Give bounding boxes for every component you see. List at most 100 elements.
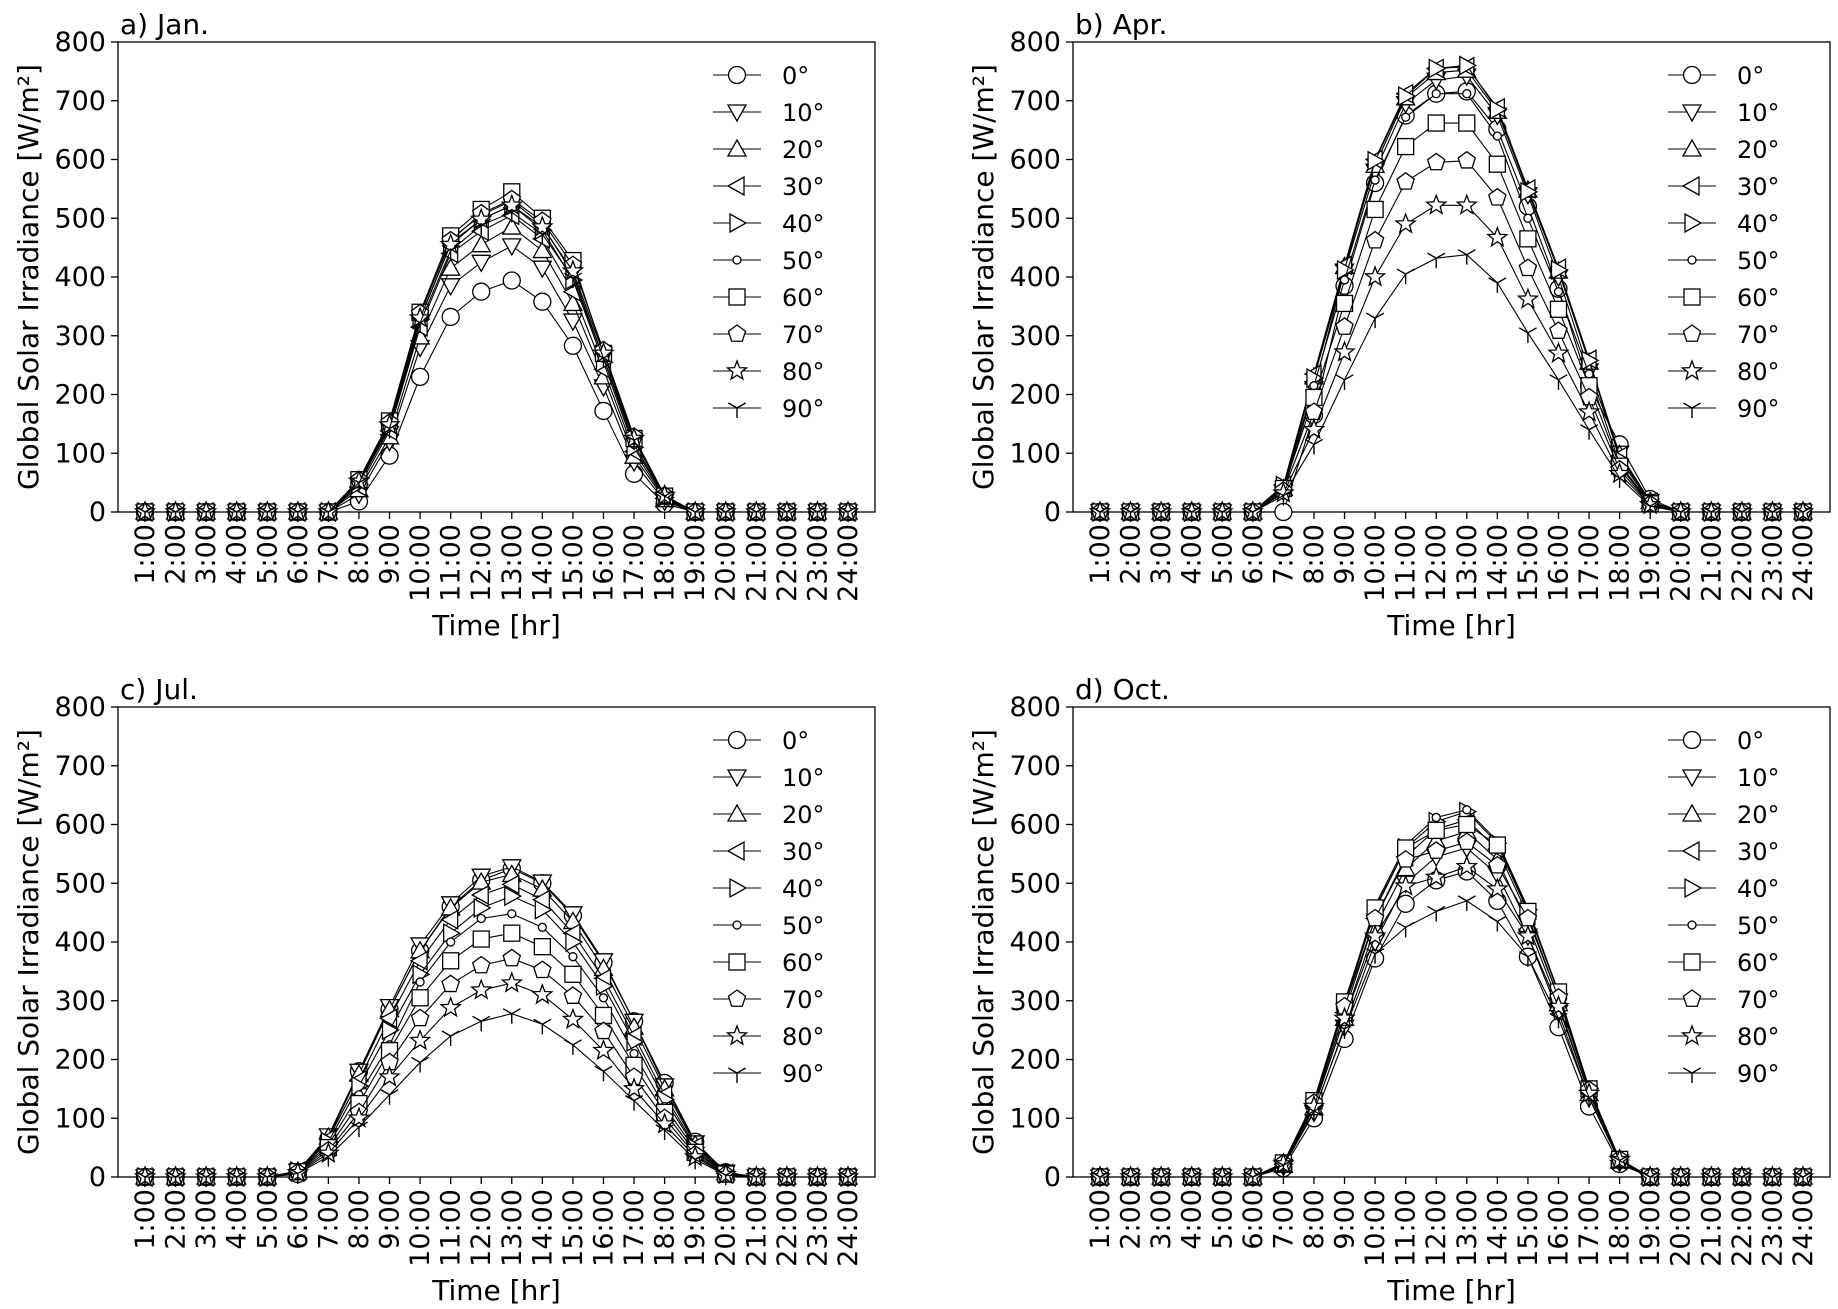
data-point bbox=[411, 1056, 430, 1073]
legend-marker bbox=[1682, 402, 1702, 418]
data-point bbox=[564, 965, 582, 983]
x-tick-label: 4:00 bbox=[222, 524, 253, 585]
series-line bbox=[145, 867, 848, 1178]
data-point bbox=[1396, 849, 1415, 868]
legend-marker bbox=[727, 402, 747, 418]
series-line bbox=[145, 866, 848, 1178]
x-tick-label: 11:00 bbox=[1391, 524, 1422, 602]
x-tick-label: 17:00 bbox=[1574, 1189, 1605, 1267]
legend-marker bbox=[1682, 989, 1702, 1007]
data-point bbox=[349, 1121, 369, 1138]
x-tick-label: 15:00 bbox=[558, 524, 589, 602]
data-point bbox=[472, 282, 491, 301]
data-point bbox=[469, 207, 493, 230]
data-point bbox=[1367, 150, 1386, 171]
panel-jan: a) Jan. 0 100 200 300 400 500 600 700 800 1:00 2:00… bbox=[12, 8, 876, 642]
data-point bbox=[1302, 417, 1326, 440]
data-point bbox=[1274, 489, 1293, 506]
legend-label: 90° bbox=[782, 395, 825, 423]
x-tick-label: 24:00 bbox=[1788, 524, 1819, 602]
y-tick-label: 0 bbox=[1044, 497, 1061, 528]
data-point bbox=[440, 257, 461, 276]
x-tick-label: 18:00 bbox=[650, 1189, 681, 1267]
data-point bbox=[441, 244, 460, 261]
y-tick-label: 0 bbox=[89, 497, 106, 528]
y-tick-label: 500 bbox=[1009, 868, 1061, 899]
x-tick-label: 24:00 bbox=[833, 524, 864, 602]
x-tick-label: 17:00 bbox=[1574, 524, 1605, 602]
data-point bbox=[1121, 506, 1140, 522]
series-line bbox=[1100, 870, 1803, 1178]
x-tick-label: 15:00 bbox=[1513, 1189, 1544, 1267]
data-point bbox=[502, 948, 522, 967]
data-point bbox=[1763, 506, 1782, 522]
data-point bbox=[1579, 424, 1599, 440]
legend-label: 0° bbox=[782, 727, 809, 755]
series-60deg bbox=[136, 183, 857, 521]
x-tick-label: 5:00 bbox=[1207, 1189, 1238, 1250]
x-tick-label: 12:00 bbox=[1421, 524, 1452, 602]
series-line bbox=[145, 191, 848, 513]
data-point bbox=[653, 1112, 676, 1134]
x-tick-label: 14:00 bbox=[527, 1189, 558, 1267]
data-point bbox=[686, 1153, 705, 1170]
data-point bbox=[1488, 855, 1507, 874]
x-tick-label: 3:00 bbox=[191, 1189, 222, 1250]
series-90deg bbox=[135, 1008, 858, 1187]
data-point bbox=[500, 193, 524, 215]
data-point bbox=[594, 1021, 613, 1040]
x-tick-label: 9:00 bbox=[1330, 524, 1361, 585]
data-point bbox=[1579, 1092, 1599, 1108]
data-point bbox=[1516, 287, 1540, 309]
data-point bbox=[1243, 1171, 1262, 1187]
x-tick-label: 12:00 bbox=[466, 524, 497, 602]
x-tick-label: 11:00 bbox=[1391, 1189, 1422, 1267]
data-point bbox=[1520, 181, 1539, 202]
y-tick-label: 700 bbox=[1009, 86, 1061, 117]
data-point bbox=[716, 506, 735, 522]
data-point bbox=[504, 886, 523, 907]
y-tick-label: 500 bbox=[54, 868, 106, 899]
x-tick-label: 15:00 bbox=[1513, 524, 1544, 602]
data-point bbox=[1518, 327, 1537, 343]
series-line bbox=[145, 982, 848, 1178]
legend-label: 70° bbox=[1737, 321, 1780, 349]
data-point bbox=[1458, 114, 1476, 132]
data-point bbox=[594, 1006, 613, 1025]
data-point bbox=[1431, 812, 1441, 823]
x-tick-label: 24:00 bbox=[1788, 1189, 1819, 1267]
x-tick-label: 5:00 bbox=[1207, 524, 1238, 585]
data-point bbox=[1213, 1171, 1232, 1187]
data-point bbox=[686, 506, 705, 522]
x-tick-label: 4:00 bbox=[1177, 1189, 1208, 1250]
data-point bbox=[439, 995, 462, 1018]
data-point bbox=[135, 1171, 155, 1187]
legend-label: 80° bbox=[782, 1023, 825, 1051]
legend-label: 30° bbox=[1737, 838, 1780, 866]
data-point bbox=[1457, 249, 1476, 265]
data-point bbox=[1671, 1171, 1690, 1187]
data-point bbox=[655, 1124, 674, 1140]
data-point bbox=[1365, 230, 1385, 249]
data-point bbox=[563, 986, 583, 1004]
legend-marker bbox=[1681, 175, 1700, 197]
x-tick-label: 4:00 bbox=[222, 1189, 253, 1250]
data-point bbox=[135, 506, 155, 522]
series-line bbox=[145, 279, 848, 513]
data-point bbox=[1424, 193, 1448, 215]
series-40deg bbox=[137, 886, 859, 1188]
y-tick-label: 600 bbox=[1009, 145, 1061, 176]
x-tick-label: 22:00 bbox=[772, 1189, 803, 1267]
data-point bbox=[258, 1171, 277, 1187]
y-tick-label: 400 bbox=[54, 262, 106, 293]
data-point bbox=[1702, 506, 1721, 522]
data-point bbox=[838, 506, 858, 522]
data-point bbox=[1366, 312, 1385, 329]
x-tick-label: 23:00 bbox=[802, 524, 833, 602]
data-point bbox=[1363, 924, 1387, 946]
data-point bbox=[502, 271, 521, 290]
data-point bbox=[476, 913, 486, 924]
data-point bbox=[415, 977, 425, 987]
series-70deg bbox=[1090, 832, 1813, 1185]
data-point bbox=[1424, 865, 1448, 887]
